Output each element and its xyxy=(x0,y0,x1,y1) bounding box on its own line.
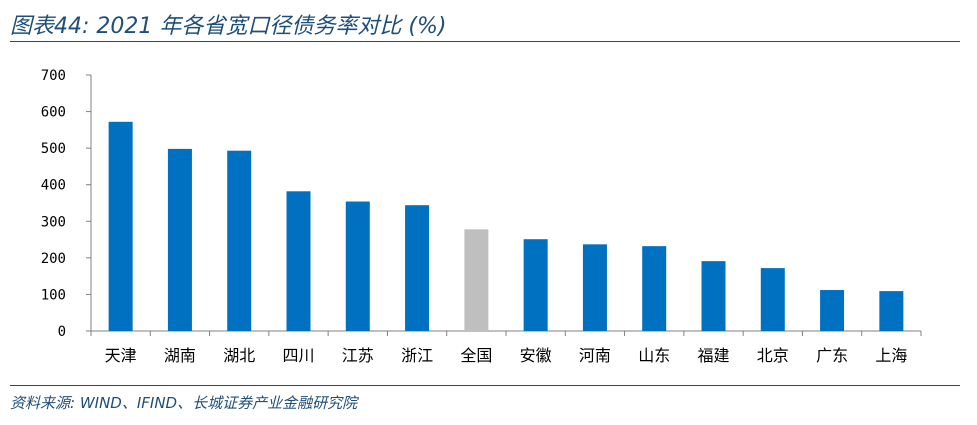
bar-1 xyxy=(108,121,133,331)
bar-3 xyxy=(227,150,252,331)
category-label: 四川 xyxy=(282,346,314,365)
category-label: 湖北 xyxy=(223,346,255,365)
category-label: 湖南 xyxy=(164,346,196,365)
source-note: 资料来源: WIND、IFIND、长城证券产业金融研究院 xyxy=(10,394,358,412)
category-label: 山东 xyxy=(638,346,670,365)
category-label: 天津 xyxy=(105,346,137,365)
category-label: 安徽 xyxy=(520,346,552,365)
bar-12 xyxy=(760,268,785,331)
bar-10 xyxy=(642,246,667,331)
bar-8 xyxy=(523,239,548,331)
category-label: 广东 xyxy=(816,346,848,365)
chart-title: 图表44: 2021 年各省宽口径债务率对比 (%) xyxy=(10,14,447,39)
category-label: 北京 xyxy=(757,346,789,365)
category-label: 浙江 xyxy=(401,346,433,365)
bar-9 xyxy=(582,244,607,331)
y-tick-label: 300 xyxy=(41,214,66,230)
y-tick-label: 600 xyxy=(41,105,66,121)
category-label: 福建 xyxy=(697,346,729,365)
source-rule xyxy=(10,385,960,386)
category-label: 江苏 xyxy=(342,346,374,365)
y-tick-label: 500 xyxy=(41,141,66,157)
bar-2 xyxy=(167,148,192,331)
y-tick-label: 100 xyxy=(41,287,66,303)
y-tick-label: 400 xyxy=(41,178,66,194)
title-rule xyxy=(10,41,960,42)
category-label: 河南 xyxy=(579,346,611,365)
bar-11 xyxy=(701,261,726,331)
y-tick-label: 700 xyxy=(41,68,66,84)
bar-14 xyxy=(879,291,904,331)
category-label: 上海 xyxy=(875,346,907,365)
bar-13 xyxy=(820,290,845,331)
y-tick-label: 200 xyxy=(41,251,66,267)
bar-6 xyxy=(405,205,430,331)
bar-5 xyxy=(345,201,370,331)
category-label: 全国 xyxy=(460,346,492,365)
y-tick-label: 0 xyxy=(58,324,66,340)
bar-4 xyxy=(286,191,311,331)
bar-7 xyxy=(464,229,489,331)
